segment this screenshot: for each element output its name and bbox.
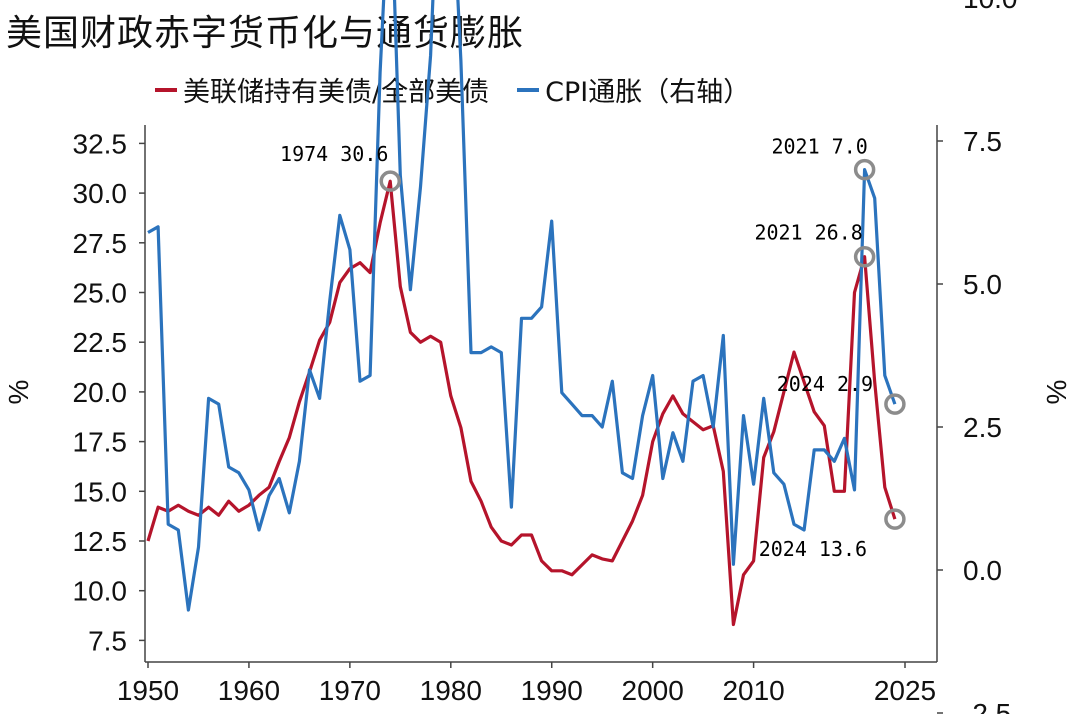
annotation-marker: [884, 508, 906, 530]
annotation-label: 2021 26.8: [754, 221, 862, 245]
legend-item-fed-holdings: 美联储持有美债/全部美债: [155, 70, 489, 109]
x-tick-label: 1960: [218, 675, 280, 706]
right-tick-label: 5.0: [963, 269, 1002, 300]
annotation-label: 2021 7.0: [771, 135, 867, 159]
left-axis-label: %: [3, 380, 34, 405]
left-tick-label: 7.5: [88, 625, 127, 656]
left-tick-label: 27.5: [73, 228, 128, 259]
left-tick-label: 22.5: [73, 327, 128, 358]
x-tick-label: 1950: [117, 675, 179, 706]
annotation-marker: [884, 393, 906, 415]
chart-title: 美国财政赤字货币化与通货膨胀: [6, 13, 525, 54]
left-tick-label: 25.0: [73, 278, 128, 309]
left-tick-label: 30.0: [73, 178, 128, 209]
x-tick-label: 2000: [622, 675, 684, 706]
left-tick-label: 10.0: [73, 576, 128, 607]
right-tick-label: 10.0: [963, 0, 1018, 14]
annotation-label: 2024 2.9: [777, 372, 873, 396]
series-line-cpi: [147, 0, 897, 612]
left-tick-label: 17.5: [73, 427, 128, 458]
right-tick-label: 2.5: [963, 412, 1002, 443]
left-tick-label: 20.0: [73, 377, 128, 408]
right-tick-label: -2.5: [963, 698, 1011, 714]
legend-label-fed-holdings: 美联储持有美债/全部美债: [183, 77, 490, 108]
annotation-marker: [853, 158, 876, 181]
left-tick-label: 32.5: [73, 128, 128, 159]
legend-label-cpi: CPI通胀（右轴）: [545, 77, 751, 108]
x-tick-label: 2010: [722, 675, 784, 706]
annotation-label: 1974 30.6: [280, 142, 388, 166]
right-tick-label: 7.5: [963, 126, 1002, 157]
annotation-marker: [853, 245, 876, 268]
x-tick-label: 1970: [319, 675, 381, 706]
series-lines: [146, 0, 897, 627]
x-tick-label: 1990: [521, 675, 583, 706]
legend-item-cpi: CPI通胀（右轴）: [517, 70, 750, 109]
left-tick-label: 15.0: [73, 476, 128, 507]
annotation-marker: [379, 170, 401, 192]
x-tick-label: 1980: [420, 675, 482, 706]
legend-swatch-fed-holdings: [155, 87, 177, 92]
right-tick-label: 0.0: [963, 555, 1002, 586]
legend-swatch-cpi: [517, 87, 540, 92]
right-axis-label: %: [1041, 380, 1072, 405]
annotation-label: 2024 13.6: [759, 537, 867, 561]
axes: 7.5 10.0 12.5 15.0 17.5 20.0 22.5 25.0 27.5 30.0 3…: [3, 0, 1072, 714]
chart-legend: 美联储持有美债/全部美债 CPI通胀（右轴）: [155, 70, 778, 109]
x-tick-label: 2025: [874, 675, 936, 706]
left-tick-label: 12.5: [73, 526, 128, 557]
